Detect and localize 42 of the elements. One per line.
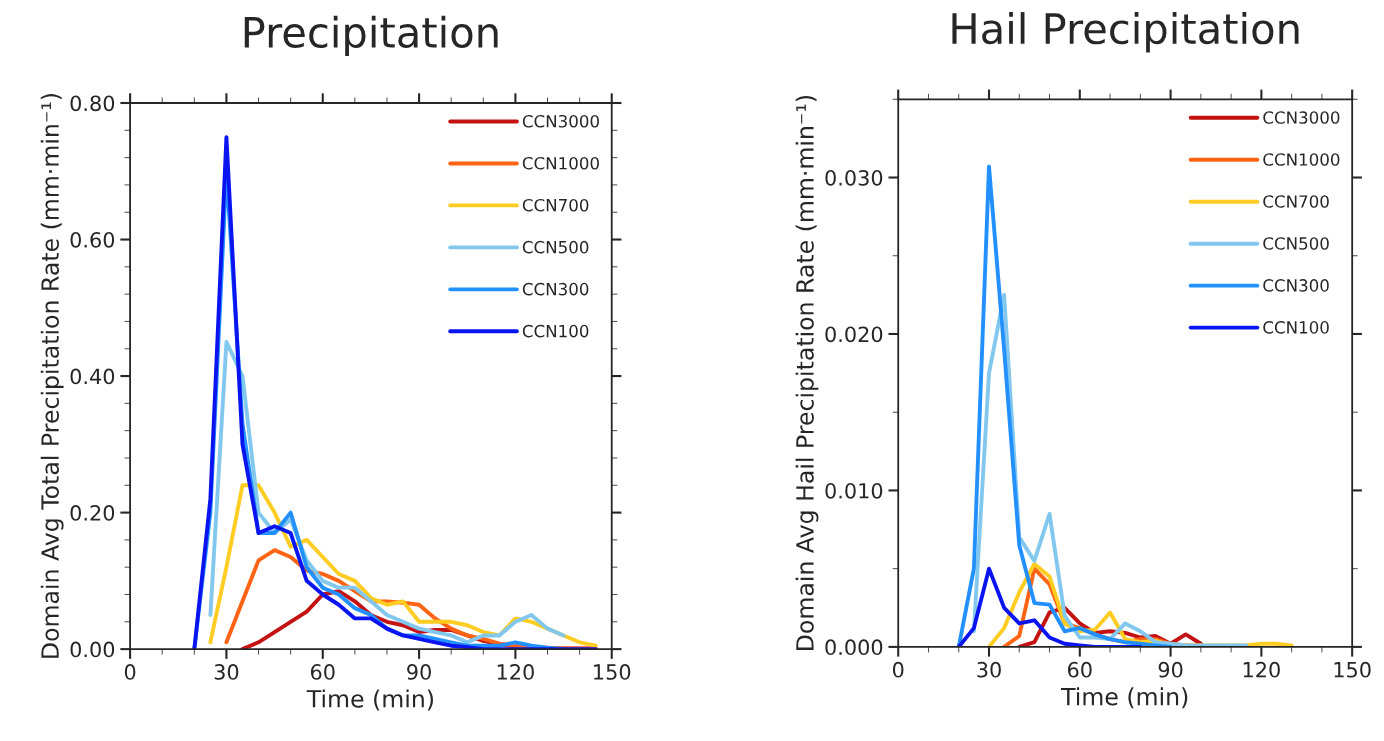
chart-title: Hail Precipitation	[952, 12, 1299, 53]
x-tick-label: 30	[214, 664, 239, 680]
x-tick-label: 30	[977, 661, 1001, 678]
x-tick-label: 120	[1243, 661, 1280, 678]
legend-label: CCN700	[522, 198, 589, 212]
y-axis-title: Domain Avg Total Precipitation Rate (mm·min⁻¹)	[40, 94, 64, 658]
legend-label: CCN1000	[1263, 153, 1340, 166]
line-series	[208, 339, 566, 645]
x-tick-label: 60	[310, 664, 335, 680]
x-tick-label: 90	[407, 664, 431, 680]
x-tick-label: 90	[1158, 661, 1183, 678]
y-tick-label: 0.020	[825, 326, 883, 343]
x-axis-title: Time (min)	[306, 689, 433, 711]
legend-label: CCN700	[1263, 195, 1329, 208]
legend-label: CCN3000	[522, 114, 599, 128]
y-tick-label: 0.00	[70, 641, 115, 658]
y-tick-label: 0.20	[70, 505, 115, 521]
legend-label: CCN300	[522, 282, 589, 296]
line-series	[956, 164, 1173, 647]
legend-label: CCN500	[1263, 237, 1329, 250]
legend-label: CCN100	[1263, 321, 1329, 334]
x-tick-label: 0	[892, 661, 904, 678]
line-series	[956, 566, 1143, 647]
chart-title: Precipitation	[244, 15, 498, 57]
x-tick-label: 150	[594, 664, 631, 680]
y-tick-label: 0.60	[70, 231, 115, 248]
x-tick-label: 150	[1334, 661, 1371, 678]
legend-label: CCN1000	[522, 156, 599, 170]
y-tick-label: 0.030	[825, 169, 883, 186]
legend-label: CCN300	[1263, 279, 1329, 292]
y-tick-label: 0.80	[70, 95, 115, 112]
y-tick-label: 0.000	[825, 639, 883, 656]
x-axis-title: Time (min)	[1061, 687, 1188, 709]
y-axis-title: Domain Avg Hail Precipitation Rate (mm·min⁻¹)	[795, 95, 819, 650]
y-tick-label: 0.010	[825, 482, 883, 499]
legend-label: CCN3000	[1263, 111, 1340, 124]
x-tick-label: 0	[124, 664, 136, 680]
legend-label: CCN500	[522, 240, 589, 254]
legend-label: CCN100	[522, 324, 589, 338]
x-tick-label: 60	[1068, 661, 1092, 678]
y-tick-label: 0.40	[70, 368, 115, 385]
x-tick-label: 120	[497, 664, 534, 680]
